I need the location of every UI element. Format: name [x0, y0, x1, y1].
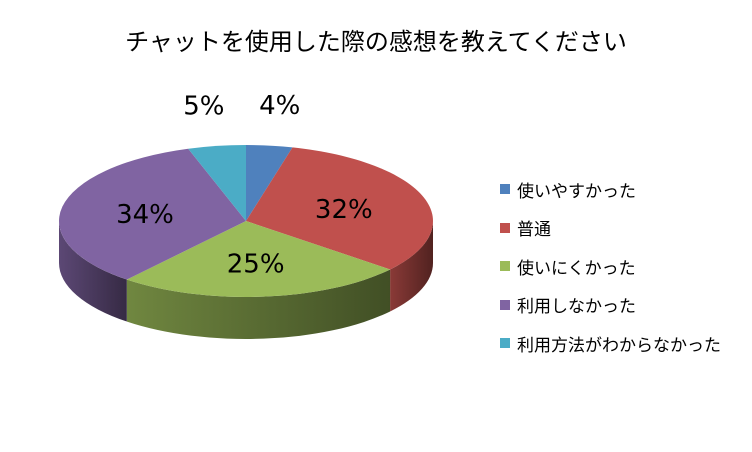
- legend-item-2: 使いにくかった: [500, 247, 721, 286]
- legend-label-1: 普通: [517, 220, 551, 241]
- data-label-2: 25%: [227, 250, 285, 280]
- legend-swatch-4: [500, 338, 510, 349]
- legend-item-3: 利用しなかった: [500, 286, 721, 325]
- pie-side-1: [390, 221, 433, 312]
- pie-side-3: [59, 221, 127, 322]
- legend-swatch-2: [500, 261, 510, 272]
- pie-slice-0: [246, 145, 293, 221]
- legend-swatch-1: [500, 222, 510, 233]
- legend-label-0: 使いやすかった: [517, 181, 636, 202]
- legend: 使いやすかった 普通使いにくかった 利用しなかった利用方法がわからなかった: [500, 170, 721, 363]
- legend-item-1: 普通: [500, 209, 721, 248]
- pie-slice-2: [126, 221, 391, 297]
- data-label-3: 34%: [116, 200, 174, 230]
- legend-label-2: 使いにくかった: [517, 258, 636, 279]
- pie-side-2: [126, 269, 391, 339]
- data-label-0: 4%: [259, 91, 300, 121]
- data-label-4: 5%: [183, 91, 224, 121]
- legend-swatch-3: [500, 299, 510, 310]
- pie-slice-3: [59, 148, 246, 280]
- legend-label-3: 利用しなかった: [517, 297, 636, 318]
- legend-item-4: 利用方法がわからなかった: [500, 324, 721, 363]
- data-label-1: 32%: [315, 195, 373, 225]
- chart-title: チャットを使用した際の感想を教えてください: [125, 28, 627, 56]
- pie-slice-1: [246, 147, 434, 270]
- legend-item-0: 使いやすかった: [500, 170, 721, 209]
- legend-swatch-0: [500, 184, 510, 195]
- pie-slice-4: [188, 145, 246, 221]
- legend-label-4: 利用方法がわからなかった: [517, 335, 721, 356]
